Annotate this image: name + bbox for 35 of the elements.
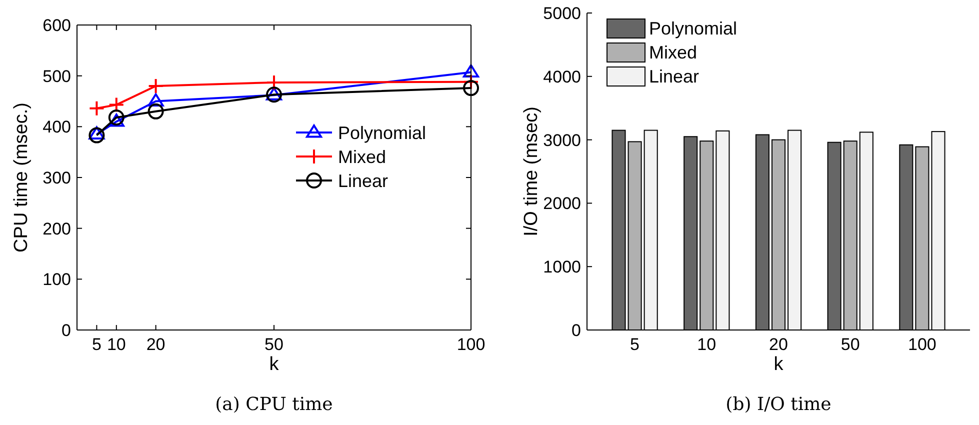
x-tick-label: 5 [630, 335, 640, 354]
y-tick-label: 600 [42, 16, 71, 35]
y-axis-title: I/O time (msec) [521, 106, 542, 236]
y-tick-label: 0 [62, 320, 71, 340]
x-tick-label: 10 [106, 335, 126, 354]
y-tick-label: 4000 [543, 67, 581, 86]
y-tick-label: 400 [42, 118, 71, 137]
x-tick-label: 20 [146, 335, 166, 354]
y-tick-label: 300 [42, 168, 71, 188]
y-tick-label: 1000 [543, 258, 581, 277]
legend-label: Mixed [649, 42, 698, 62]
legend-label: Linear [649, 66, 700, 86]
x-tick-label: 20 [769, 335, 788, 354]
y-tick-label: 200 [42, 219, 71, 238]
x-tick-label: 100 [908, 335, 936, 354]
x-tick-label: 10 [697, 335, 716, 354]
legend-label: Mixed [338, 146, 386, 167]
x-axis-title: k [774, 354, 784, 375]
y-tick-label: 500 [42, 66, 71, 86]
x-tick-label: 5 [92, 335, 102, 354]
legend-label: Linear [338, 170, 388, 191]
text: (b) I/O time [726, 394, 832, 415]
legend-label: Polynomial [649, 18, 738, 38]
y-tick-label: 3000 [543, 130, 581, 150]
y-tick-label: 2000 [543, 194, 581, 214]
x-tick-label: 50 [840, 335, 860, 354]
y-tick-label: 100 [42, 270, 71, 290]
x-axis-title: k [269, 354, 280, 375]
legend-label: Polynomial [338, 122, 426, 143]
x-tick-label: 100 [456, 335, 486, 354]
y-tick-label: 5000 [543, 4, 581, 23]
text: (a) CPU time [215, 394, 333, 415]
y-axis-title: CPU time (msec.) [11, 102, 32, 252]
y-tick-label: 0 [572, 320, 581, 340]
x-tick-label: 50 [264, 335, 284, 354]
